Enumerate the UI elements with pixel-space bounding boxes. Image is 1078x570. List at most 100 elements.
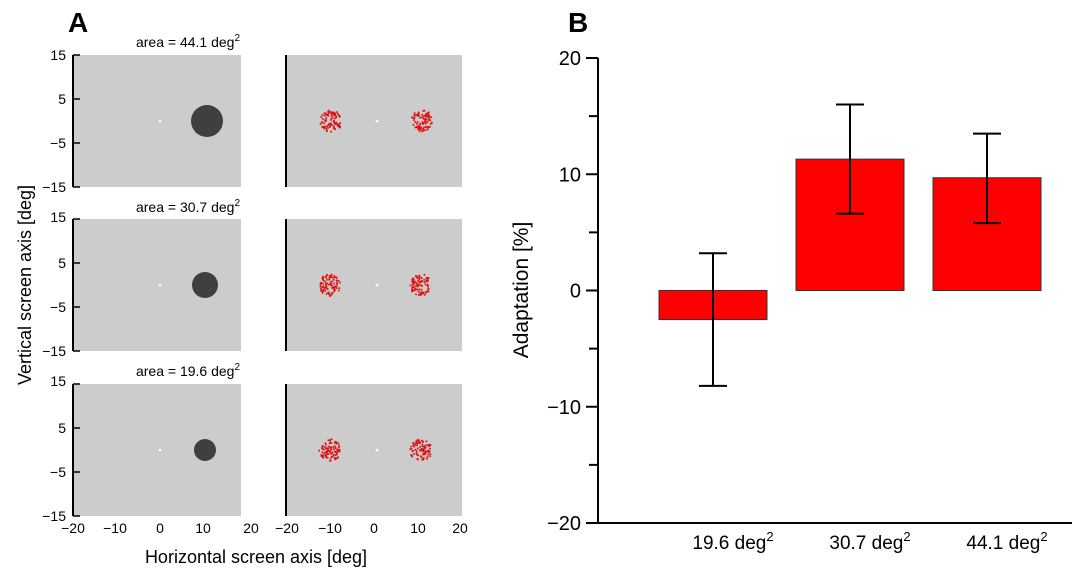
dot: [424, 120, 426, 123]
dot: [330, 282, 332, 285]
dot: [327, 126, 329, 129]
dot: [411, 290, 413, 293]
dot: [322, 118, 324, 120]
dot: [335, 279, 338, 282]
dot: [428, 125, 431, 128]
dot: [418, 291, 421, 294]
dot: [416, 285, 419, 288]
dot: [324, 112, 327, 115]
y-tick-label: −15: [42, 343, 66, 359]
dot: [422, 449, 424, 452]
dot: [325, 113, 328, 116]
dot: [325, 119, 327, 121]
dot: [427, 111, 430, 114]
dot: [422, 129, 425, 131]
dot: [427, 443, 430, 446]
dot: [325, 456, 328, 459]
dot: [334, 113, 336, 116]
dot: [327, 110, 329, 113]
x-tick-label: 19.6 deg2: [692, 529, 773, 554]
dot: [325, 455, 327, 458]
dot: [417, 283, 419, 286]
area-title-row-2: area = 30.7 deg2: [136, 198, 240, 215]
dot: [330, 273, 333, 276]
dot: [426, 283, 429, 286]
dot: [323, 452, 325, 455]
dot: [323, 112, 326, 115]
dot: [328, 278, 331, 281]
dot: [416, 283, 418, 286]
dot: [419, 130, 421, 133]
dot: [417, 115, 420, 118]
dot: [323, 122, 325, 125]
dot: [422, 117, 425, 120]
dot: [338, 124, 340, 127]
dot: [328, 446, 331, 448]
dot: [333, 122, 336, 125]
dot: [324, 289, 327, 292]
dot: [414, 443, 417, 446]
dot: [331, 287, 333, 289]
dot: [424, 444, 427, 447]
dot: [424, 447, 426, 450]
stim-panel-right-2: [285, 219, 462, 351]
dot: [333, 127, 335, 130]
dot: [329, 275, 332, 277]
dot: [333, 290, 336, 293]
area-title-row-1: area = 44.1 deg2: [136, 33, 240, 50]
dot: [321, 114, 324, 116]
dot: [419, 281, 422, 284]
x-tick-label: −20: [275, 520, 299, 536]
dot: [324, 447, 327, 450]
dot: [335, 451, 338, 454]
dot: [324, 283, 327, 285]
dot: [328, 277, 331, 279]
dot: [424, 129, 426, 132]
stim-panel-right-3: [285, 384, 462, 516]
dot: [326, 456, 329, 459]
dot: [414, 288, 417, 291]
dot: [410, 448, 413, 450]
dot: [338, 287, 341, 290]
dot: [419, 448, 421, 451]
dot: [423, 279, 425, 281]
dot: [323, 127, 326, 129]
dot: [338, 445, 341, 447]
dot: [426, 444, 429, 446]
panel-a-xlabel: Horizontal screen axis [deg]: [145, 547, 367, 567]
dot: [427, 280, 429, 282]
x-tick-label: 44.1 deg2: [966, 529, 1047, 554]
dot: [331, 451, 334, 454]
dot: [322, 455, 324, 457]
dot: [420, 293, 423, 296]
dot: [413, 453, 415, 455]
dot: [423, 274, 426, 276]
dot: [409, 284, 412, 287]
dot: [416, 447, 419, 450]
dot: [333, 288, 335, 290]
dot: [324, 451, 326, 454]
panel-a-ylabel: Vertical screen axis [deg]: [15, 185, 35, 385]
dot: [422, 127, 425, 130]
dot: [423, 126, 425, 129]
dot: [323, 446, 326, 448]
y-tick-label: −15: [42, 508, 66, 524]
dot: [417, 440, 420, 443]
dot: [333, 119, 335, 122]
dot: [334, 123, 337, 126]
dot: [337, 442, 340, 445]
dot: [321, 445, 324, 447]
dot: [336, 450, 339, 453]
dot: [416, 458, 419, 460]
dot: [336, 457, 339, 460]
dot: [334, 450, 336, 453]
dot: [422, 448, 425, 450]
dot: [425, 121, 428, 123]
dot: [335, 276, 337, 279]
dot: [417, 439, 419, 441]
dot: [326, 274, 329, 276]
dot: [419, 116, 422, 119]
dot: [332, 111, 335, 114]
dot: [330, 115, 333, 118]
dot: [413, 117, 416, 119]
